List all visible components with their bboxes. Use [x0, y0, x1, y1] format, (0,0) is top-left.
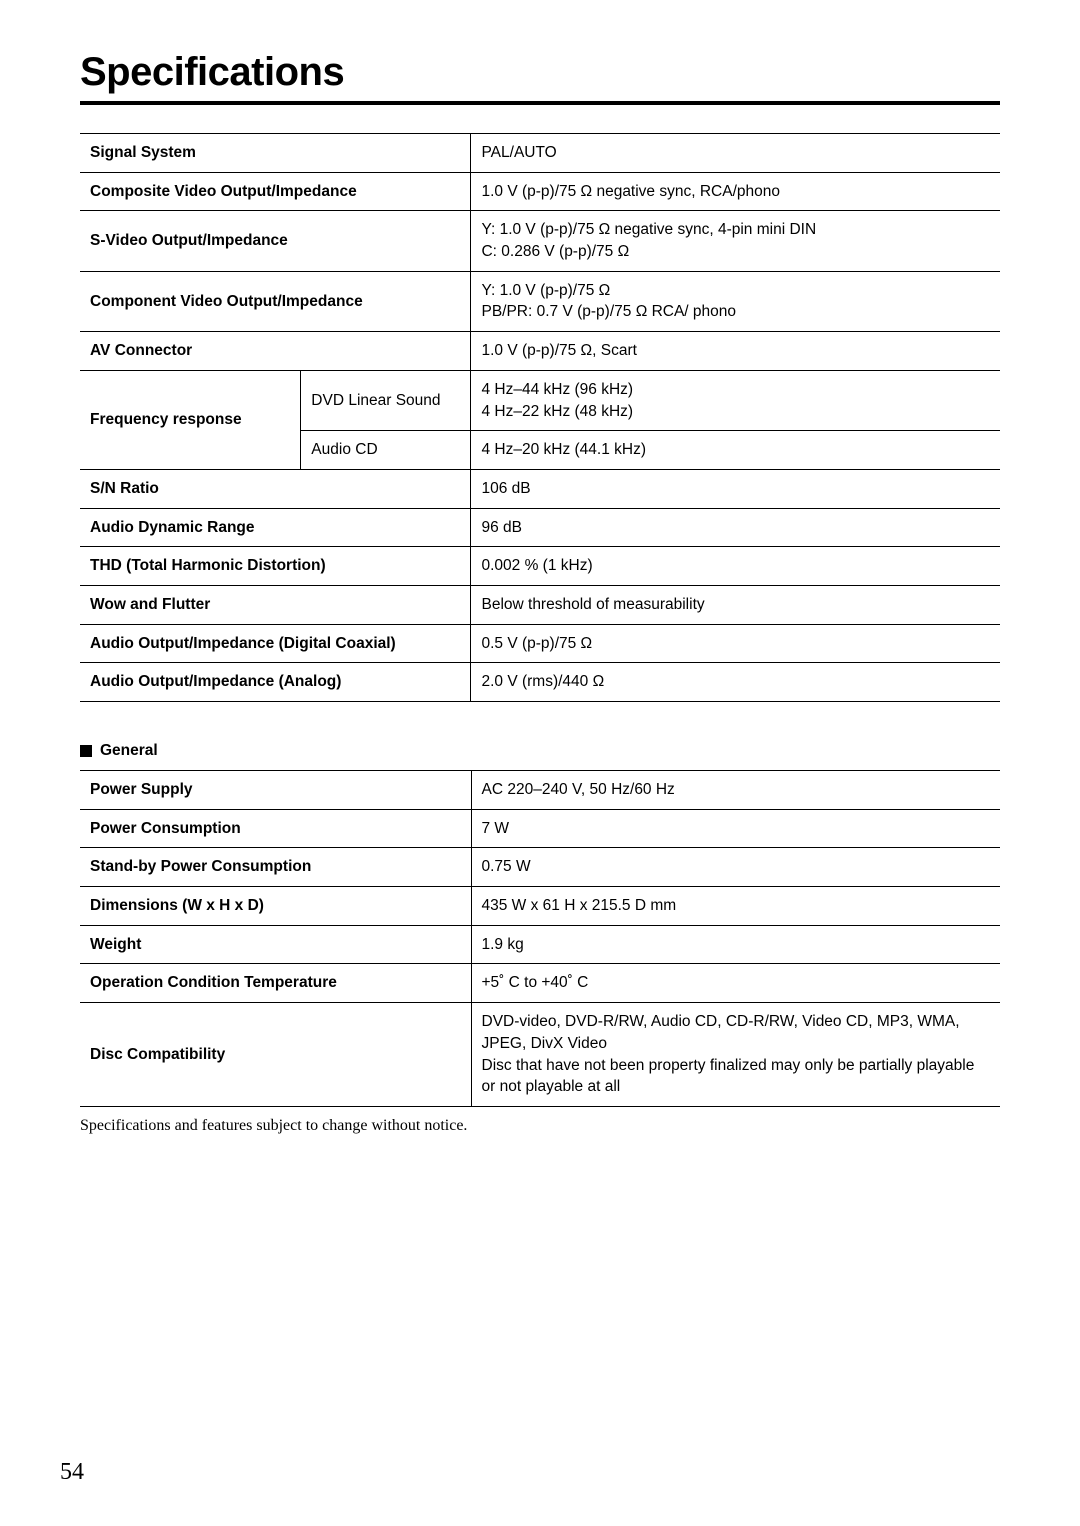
- general-section-header: General: [80, 742, 1000, 760]
- table-row: Signal System PAL/AUTO: [80, 134, 1000, 173]
- spec-value: 0.002 % (1 kHz): [471, 547, 1000, 586]
- spec-label: Composite Video Output/Impedance: [80, 172, 471, 211]
- table-row: S/N Ratio 106 dB: [80, 469, 1000, 508]
- spec-label: Wow and Flutter: [80, 585, 471, 624]
- spec-value: 7 W: [471, 809, 1000, 848]
- spec-label: AV Connector: [80, 332, 471, 371]
- title-rule: [80, 101, 1000, 105]
- table-row: THD (Total Harmonic Distortion) 0.002 % …: [80, 547, 1000, 586]
- spec-value: AC 220–240 V, 50 Hz/60 Hz: [471, 771, 1000, 810]
- table-row: Wow and Flutter Below threshold of measu…: [80, 585, 1000, 624]
- spec-label: Audio Dynamic Range: [80, 508, 471, 547]
- page-title: Specifications: [80, 50, 1000, 95]
- spec-value: PAL/AUTO: [471, 134, 1000, 173]
- spec-label: Frequency response: [80, 370, 301, 469]
- spec-label: Dimensions (W x H x D): [80, 887, 471, 926]
- table-row: AV Connector 1.0 V (p-p)/75 Ω, Scart: [80, 332, 1000, 371]
- table-row: Power Consumption 7 W: [80, 809, 1000, 848]
- footnote-text: Specifications and features subject to c…: [80, 1117, 1000, 1135]
- general-header-text: General: [100, 742, 158, 760]
- table-row: Weight 1.9 kg: [80, 925, 1000, 964]
- page-number: 54: [60, 1459, 84, 1486]
- table-row: Operation Condition Temperature +5˚ C to…: [80, 964, 1000, 1003]
- spec-value: 0.75 W: [471, 848, 1000, 887]
- spec-label: Audio Output/Impedance (Analog): [80, 663, 471, 702]
- spec-label: THD (Total Harmonic Distortion): [80, 547, 471, 586]
- spec-label: Stand-by Power Consumption: [80, 848, 471, 887]
- spec-value: 106 dB: [471, 469, 1000, 508]
- general-table: Power Supply AC 220–240 V, 50 Hz/60 Hz P…: [80, 770, 1000, 1107]
- specs-table: Signal System PAL/AUTO Composite Video O…: [80, 133, 1000, 702]
- table-row: Component Video Output/Impedance Y: 1.0 …: [80, 271, 1000, 331]
- bullet-icon: [80, 745, 92, 757]
- spec-label: Weight: [80, 925, 471, 964]
- table-row: Disc Compatibility DVD-video, DVD-R/RW, …: [80, 1003, 1000, 1107]
- table-row: Stand-by Power Consumption 0.75 W: [80, 848, 1000, 887]
- table-row: Frequency response DVD Linear Sound 4 Hz…: [80, 370, 1000, 430]
- spec-label: S/N Ratio: [80, 469, 471, 508]
- table-row: Power Supply AC 220–240 V, 50 Hz/60 Hz: [80, 771, 1000, 810]
- spec-value: +5˚ C to +40˚ C: [471, 964, 1000, 1003]
- spec-label: Power Supply: [80, 771, 471, 810]
- spec-label: Disc Compatibility: [80, 1003, 471, 1107]
- spec-label: Signal System: [80, 134, 471, 173]
- spec-value: 435 W x 61 H x 215.5 D mm: [471, 887, 1000, 926]
- spec-value: Y: 1.0 V (p-p)/75 Ω negative sync, 4-pin…: [471, 211, 1000, 271]
- spec-value: 96 dB: [471, 508, 1000, 547]
- spec-value: 1.0 V (p-p)/75 Ω negative sync, RCA/phon…: [471, 172, 1000, 211]
- spec-label: S-Video Output/Impedance: [80, 211, 471, 271]
- spec-value: 1.0 V (p-p)/75 Ω, Scart: [471, 332, 1000, 371]
- spec-value: 1.9 kg: [471, 925, 1000, 964]
- spec-value: 4 Hz–44 kHz (96 kHz)4 Hz–22 kHz (48 kHz): [471, 370, 1000, 430]
- spec-value: Y: 1.0 V (p-p)/75 ΩPB/PR: 0.7 V (p-p)/75…: [471, 271, 1000, 331]
- spec-label: Operation Condition Temperature: [80, 964, 471, 1003]
- spec-label: Component Video Output/Impedance: [80, 271, 471, 331]
- spec-value: 4 Hz–20 kHz (44.1 kHz): [471, 431, 1000, 470]
- table-row: Audio Output/Impedance (Analog) 2.0 V (r…: [80, 663, 1000, 702]
- spec-value: 2.0 V (rms)/440 Ω: [471, 663, 1000, 702]
- spec-label: Power Consumption: [80, 809, 471, 848]
- table-row: Audio Output/Impedance (Digital Coaxial)…: [80, 624, 1000, 663]
- spec-value: Below threshold of measurability: [471, 585, 1000, 624]
- spec-sub-label: Audio CD: [301, 431, 471, 470]
- spec-value: 0.5 V (p-p)/75 Ω: [471, 624, 1000, 663]
- spec-label: Audio Output/Impedance (Digital Coaxial): [80, 624, 471, 663]
- table-row: S-Video Output/Impedance Y: 1.0 V (p-p)/…: [80, 211, 1000, 271]
- table-row: Composite Video Output/Impedance 1.0 V (…: [80, 172, 1000, 211]
- spec-sub-label: DVD Linear Sound: [301, 370, 471, 430]
- spec-value: DVD-video, DVD-R/RW, Audio CD, CD-R/RW, …: [471, 1003, 1000, 1107]
- table-row: Audio Dynamic Range 96 dB: [80, 508, 1000, 547]
- table-row: Dimensions (W x H x D) 435 W x 61 H x 21…: [80, 887, 1000, 926]
